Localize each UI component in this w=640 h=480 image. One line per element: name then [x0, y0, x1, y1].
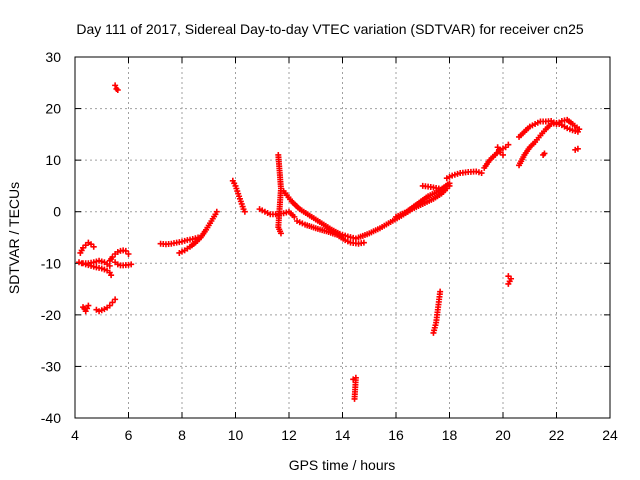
- series-track-w: [430, 288, 444, 336]
- x-tick-label: 8: [178, 427, 186, 443]
- x-tick-label: 12: [281, 427, 297, 443]
- y-tick-label: -30: [41, 358, 61, 374]
- y-axis-label: SDTVAR / TECUs: [6, 182, 22, 294]
- series-track-k: [229, 177, 248, 215]
- series-track-n: [280, 188, 359, 242]
- series-track-d: [106, 247, 132, 264]
- x-axis-label: GPS time / hours: [289, 457, 396, 473]
- x-tick-label: 22: [549, 427, 565, 443]
- x-tick-label: 24: [602, 427, 618, 443]
- x-tick-label: 20: [495, 427, 511, 443]
- series-track-aa: [540, 150, 548, 158]
- y-tick-label: 20: [45, 101, 61, 117]
- series-track-e: [112, 259, 135, 269]
- y-tick-label: -10: [41, 255, 61, 271]
- series-track-i: [157, 234, 202, 248]
- series-track-r: [419, 182, 442, 192]
- y-tick-label: -20: [41, 307, 61, 323]
- series-track-m: [275, 151, 284, 237]
- series-track-s: [443, 168, 485, 182]
- y-tick-label: 0: [53, 204, 61, 220]
- series-track-o: [294, 217, 367, 247]
- x-tick-label: 16: [388, 427, 404, 443]
- x-tick-label: 6: [125, 427, 133, 443]
- x-tick-label: 18: [442, 427, 458, 443]
- data-points: [76, 82, 583, 402]
- series-track-z: [516, 116, 583, 140]
- series-track-a: [77, 239, 97, 256]
- series-track-c: [80, 257, 113, 269]
- series-track-x: [350, 374, 359, 402]
- series-track-g: [80, 302, 92, 315]
- y-tick-label: 30: [45, 49, 61, 65]
- series-track-j: [176, 208, 220, 256]
- series-track-u: [494, 144, 506, 158]
- series-track-f: [112, 82, 121, 94]
- y-tick-label: 10: [45, 152, 61, 168]
- tick-labels: 4 6 8 10 12 14 16 18 20 22 24 -40 -30 -20 -10 0 10 20 30: [41, 49, 618, 443]
- series-track-t: [481, 141, 512, 171]
- series-track-v: [505, 273, 515, 287]
- series-track-h: [93, 296, 119, 315]
- y-tick-label: -40: [41, 410, 61, 426]
- x-tick-label: 14: [335, 427, 351, 443]
- x-tick-label: 4: [71, 427, 79, 443]
- chart-title: Day 111 of 2017, Sidereal Day-to-day VTE…: [76, 21, 584, 37]
- plot-frame: [74, 56, 611, 419]
- x-tick-label: 10: [228, 427, 244, 443]
- series-track-ab: [572, 145, 581, 153]
